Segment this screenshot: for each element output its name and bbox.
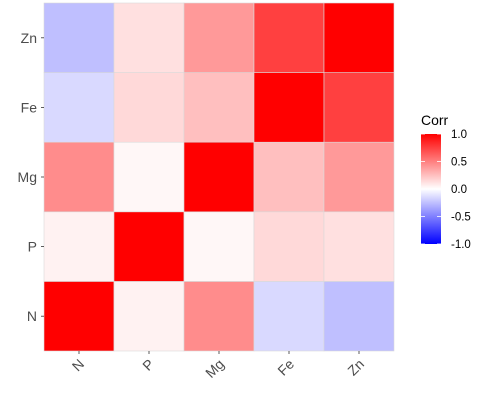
- heatmap-cells: [43, 2, 395, 352]
- x-axis-ticks: N P Mg Fe Zn: [69, 351, 367, 381]
- heatmap-cell-p-mg: [113, 141, 185, 213]
- y-tick-label-fe: Fe: [21, 99, 38, 115]
- legend-tick-label-2: 0.0: [451, 184, 467, 196]
- heatmap-cell-mg-p: [183, 211, 255, 282]
- heatmap-cell-p-p: [113, 211, 185, 282]
- heatmap-cell-fe-zn: [253, 2, 325, 73]
- heatmap-cell-zn-fe: [323, 72, 395, 143]
- heatmap-cell-n-n: [43, 281, 115, 352]
- heatmap-cell-fe-n: [253, 281, 325, 352]
- heatmap-cell-zn-mg: [323, 141, 395, 213]
- heatmap-cell-n-fe: [43, 72, 115, 143]
- heatmap-cell-fe-mg: [253, 141, 325, 213]
- y-tick-label-mg: Mg: [18, 169, 37, 185]
- heatmap-cell-fe-fe: [253, 72, 325, 143]
- legend: Corr 1.0 0.5 0.0 -0.5 -1.0: [421, 112, 471, 251]
- legend-tick-label-1: 0.5: [451, 157, 467, 169]
- x-tick-label-fe: Fe: [274, 356, 297, 379]
- heatmap-cell-mg-n: [183, 281, 255, 352]
- y-tick-label-n: N: [27, 308, 37, 324]
- legend-tick-label-4: -1.0: [451, 239, 471, 251]
- x-tick-label-zn: Zn: [344, 356, 367, 379]
- legend-ticks: 1.0 0.5 0.0 -0.5 -1.0: [421, 129, 471, 251]
- x-tick-label-mg: Mg: [202, 356, 227, 381]
- heatmap-cell-zn-p: [323, 211, 395, 282]
- heatmap-cell-n-p: [43, 211, 115, 282]
- heatmap-cell-p-n: [113, 281, 185, 352]
- heatmap-cell-n-zn: [43, 2, 115, 73]
- y-axis-ticks: N P Mg Fe Zn: [18, 30, 44, 324]
- legend-colorbar: [421, 134, 441, 244]
- legend-tick-label-3: -0.5: [451, 212, 471, 224]
- x-tick-label-p: P: [139, 356, 157, 374]
- heatmap-cell-fe-p: [253, 211, 325, 282]
- legend-tick-label-0: 1.0: [451, 129, 467, 141]
- heatmap-cell-mg-zn: [183, 2, 255, 73]
- y-tick-label-p: P: [28, 239, 37, 255]
- heatmap-cell-zn-n: [323, 281, 395, 352]
- legend-title: Corr: [421, 112, 449, 128]
- heatmap-cell-mg-fe: [183, 72, 255, 143]
- x-tick-label-n: N: [69, 356, 87, 374]
- heatmap-cell-mg-mg: [183, 141, 255, 213]
- heatmap-cell-p-fe: [113, 72, 185, 143]
- heatmap-cell-n-mg: [43, 141, 115, 213]
- heatmap-cell-p-zn: [113, 2, 185, 73]
- y-tick-label-zn: Zn: [21, 30, 37, 46]
- heatmap-cell-zn-zn: [323, 2, 395, 73]
